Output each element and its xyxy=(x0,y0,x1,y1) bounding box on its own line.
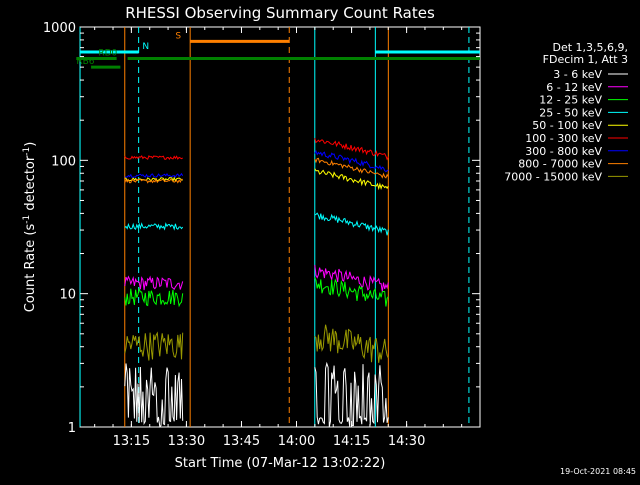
flag-label-rb6: RB6 xyxy=(76,57,94,67)
legend-label: 100 - 300 keV xyxy=(525,132,602,145)
series-line-8-segment-1 xyxy=(314,324,389,363)
flag-bars: N S RD0 RB6 xyxy=(76,31,480,69)
legend-label: 50 - 100 keV xyxy=(532,119,602,132)
series-line-8-segment-0 xyxy=(124,331,184,361)
x-tick-label: 14:30 xyxy=(388,434,425,449)
x-tick-label: 13:45 xyxy=(223,434,260,449)
series-line-1-segment-1 xyxy=(314,264,389,292)
y-tick-label: 10 xyxy=(59,288,76,303)
series-line-2-segment-0 xyxy=(124,287,184,308)
y-axis-label: Count Rate (s-1 detector-1) xyxy=(22,142,38,313)
series-line-7-segment-1 xyxy=(314,157,389,179)
series-line-3-segment-1 xyxy=(314,212,389,236)
legend-header-line-2: FDecim 1, Att 3 xyxy=(543,53,628,66)
series-line-1-segment-0 xyxy=(124,275,184,291)
x-tick-label: 14:15 xyxy=(333,434,370,449)
y-tick-label: 1000 xyxy=(43,21,76,36)
legend-label: 300 - 800 keV xyxy=(525,145,602,158)
chart-title: RHESSI Observing Summary Count Rates xyxy=(125,4,435,22)
x-tick-label: 13:30 xyxy=(168,434,205,449)
flag-label-n: N xyxy=(142,42,149,52)
series-lines xyxy=(124,137,389,428)
legend-header-line-1: Det 1,3,5,6,9, xyxy=(552,41,628,54)
series-line-0-segment-0 xyxy=(124,363,184,428)
legend-label: 6 - 12 keV xyxy=(546,81,602,94)
x-axis-label: Start Time (07-Mar-12 13:02:22) xyxy=(175,456,386,471)
x-tick-label: 14:00 xyxy=(278,434,315,449)
legend-label: 25 - 50 keV xyxy=(539,106,602,119)
flag-label-rd0: RD0 xyxy=(98,49,117,59)
x-tick-label: 13:15 xyxy=(113,434,150,449)
y-tick-label: 100 xyxy=(51,154,76,169)
series-line-5-segment-0 xyxy=(124,155,183,160)
legend-label: 7000 - 15000 keV xyxy=(504,170,602,183)
series-line-7-segment-0 xyxy=(124,178,183,184)
series-line-6-segment-1 xyxy=(314,149,389,173)
series-line-3-segment-0 xyxy=(124,222,184,231)
legend-label: 800 - 7000 keV xyxy=(518,158,602,171)
legend: Det 1,3,5,6,9, FDecim 1, Att 3 3 - 6 keV… xyxy=(504,41,628,183)
flag-label-s: S xyxy=(175,31,181,41)
series-line-2-segment-1 xyxy=(314,277,389,307)
series-line-0-segment-1 xyxy=(314,361,389,428)
y-tick-label: 1 xyxy=(68,421,76,436)
series-line-6-segment-0 xyxy=(124,172,184,178)
axis-ticks: 13:15 13:30 13:45 14:00 14:15 14:30 1 10 100 1000 xyxy=(43,21,480,449)
series-line-4-segment-1 xyxy=(314,168,389,191)
series-line-5-segment-1 xyxy=(314,137,389,161)
legend-label: 12 - 25 keV xyxy=(539,94,602,107)
legend-label: 3 - 6 keV xyxy=(553,68,602,81)
footer-date: 19-Oct-2021 08:45 xyxy=(560,467,636,476)
